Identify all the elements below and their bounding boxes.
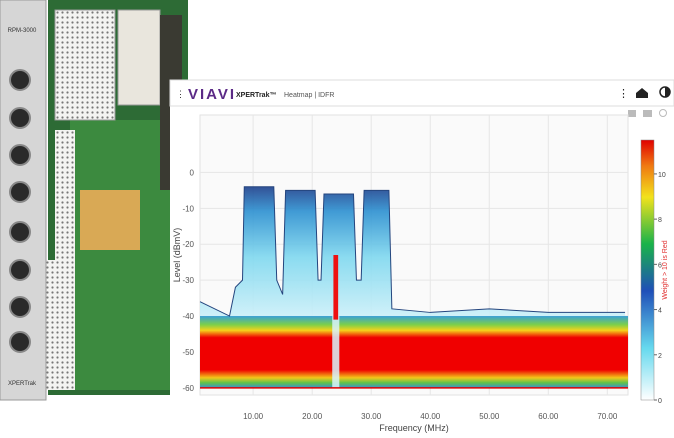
spike [333,255,338,320]
board-model: RPM-3000 [8,28,37,34]
print-button[interactable] [628,110,636,117]
board-photo: RPM-3000 XPERTrak [0,0,188,400]
colorbar [641,140,654,400]
y-tick-label: -30 [182,276,194,285]
y-tick-label: -60 [182,384,194,393]
menu-icon[interactable]: ⋮ [176,89,185,99]
colorbar-label: Weight > 10 is Red [662,240,669,299]
product: XPERTrak™ [236,92,276,99]
x-tick-label: 70.00 [597,412,618,421]
noise-gap [332,316,339,388]
colorbar-tick-label: 2 [658,353,662,360]
board-label: XPERTrak [8,381,37,387]
y-tick-label: -10 [182,204,194,213]
x-tick-label: 60.00 [538,412,559,421]
more-button[interactable]: ⋮ [618,88,629,100]
x-axis-label: Frequency (MHz) [379,423,449,433]
colorbar-tick-label: 0 [658,398,662,405]
y-tick-label: -20 [182,240,194,249]
camera-button[interactable] [643,110,652,117]
colorbar-tick-label: 4 [658,308,662,315]
y-tick-label: -40 [182,312,194,321]
noise-band [200,316,628,388]
x-tick-label: 50.00 [479,412,500,421]
y-tick-label: 0 [190,168,195,177]
x-tick-label: 10.00 [243,412,264,421]
colorbar-tick-label: 8 [658,217,662,224]
page-title: Heatmap | IDFR [284,92,334,99]
y-axis-label: Level (dBmV) [172,228,182,283]
brand: VIAVI [188,86,236,103]
colorbar-tick-label: 10 [658,172,666,179]
x-tick-label: 40.00 [420,412,441,421]
page: RPM-3000 XPERTrak ⋮ VIAVI XPERTrak™ Heat… [0,0,674,433]
chart: -60 -50 -40 -30 -20 -10 0 10.00 20.00 30.00 40.00 5… [172,115,669,433]
x-tick-label: 30.00 [361,412,382,421]
y-tick-label: -50 [182,348,194,357]
x-tick-label: 20.00 [302,412,323,421]
